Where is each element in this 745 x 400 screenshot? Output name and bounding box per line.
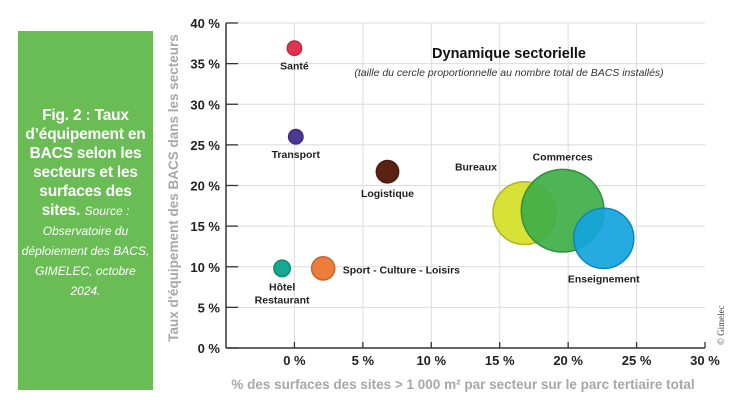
y-tick-label: 30 % bbox=[190, 97, 220, 112]
y-tick-label: 0 % bbox=[198, 341, 221, 356]
bubble-label-logistique: Logistique bbox=[361, 188, 414, 200]
bubble-hotel-restaurant bbox=[273, 259, 292, 278]
x-axis-title: % des surfaces des sites > 1 000 m² par … bbox=[231, 377, 694, 392]
bubble-sante bbox=[286, 40, 303, 57]
bubble-label-hotel-restaurant: Restaurant bbox=[255, 295, 310, 307]
figure-caption-source: Source : Observatoire du déploiement des… bbox=[21, 204, 150, 298]
y-tick-label: 5 % bbox=[198, 300, 221, 315]
x-tick-label: 10 % bbox=[416, 353, 446, 368]
y-tick-label: 35 % bbox=[190, 57, 220, 72]
bubble-sport-culture-loisirs bbox=[310, 256, 336, 281]
x-tick-label: 30 % bbox=[690, 353, 720, 368]
figure-caption-panel: Fig. 2 : Taux d’équipement en BACS selon… bbox=[18, 31, 153, 390]
x-tick-label: 5 % bbox=[352, 353, 375, 368]
chart-title: Dynamique sectorielle bbox=[432, 46, 586, 62]
y-tick-label: 25 % bbox=[190, 138, 220, 153]
bubble-transport bbox=[287, 128, 304, 145]
bubble-label-enseignement: Enseignement bbox=[568, 273, 640, 285]
bubble-label-hotel-restaurant: Hôtel bbox=[269, 282, 295, 294]
x-tick-label: 0 % bbox=[283, 353, 306, 368]
axes: 0 % 5 % 10 % 15 % 20 % 25 % 30 % 35 % 40 % 0 % 5 %… bbox=[190, 16, 720, 368]
bubble-label-sante: Santé bbox=[280, 60, 309, 72]
y-tick-label: 40 % bbox=[190, 16, 220, 31]
x-tick-label: 25 % bbox=[622, 353, 652, 368]
y-axis-title: Taux d'équipement des BACS dans les sect… bbox=[166, 34, 181, 342]
bubble-label-commerces: Commerces bbox=[533, 151, 593, 163]
bubble-labels: Santé Transport Logistique Sport - Culture … bbox=[255, 60, 640, 306]
y-tick-label: 10 % bbox=[190, 260, 220, 275]
x-tick-label: 15 % bbox=[485, 353, 515, 368]
y-tick-label: 20 % bbox=[190, 179, 220, 194]
bubble-label-transport: Transport bbox=[272, 149, 321, 161]
bubble-logistique bbox=[375, 159, 400, 184]
grid-lines bbox=[226, 22, 705, 348]
bubbles bbox=[273, 40, 635, 281]
y-tick-label: 15 % bbox=[190, 219, 220, 234]
copyright-credit: © Gimelec bbox=[716, 305, 726, 345]
bubble-label-sport-culture-loisirs: Sport - Culture - Loisirs bbox=[343, 264, 460, 276]
figure-caption-title: Fig. 2 : Taux d’équipement en BACS selon… bbox=[25, 107, 146, 219]
bubble-label-bureaux: Bureaux bbox=[455, 162, 497, 174]
bubble-enseignement bbox=[572, 207, 635, 270]
x-tick-label: 20 % bbox=[553, 353, 583, 368]
chart-subtitle: (taille du cercle proportionnelle au nom… bbox=[354, 67, 663, 79]
